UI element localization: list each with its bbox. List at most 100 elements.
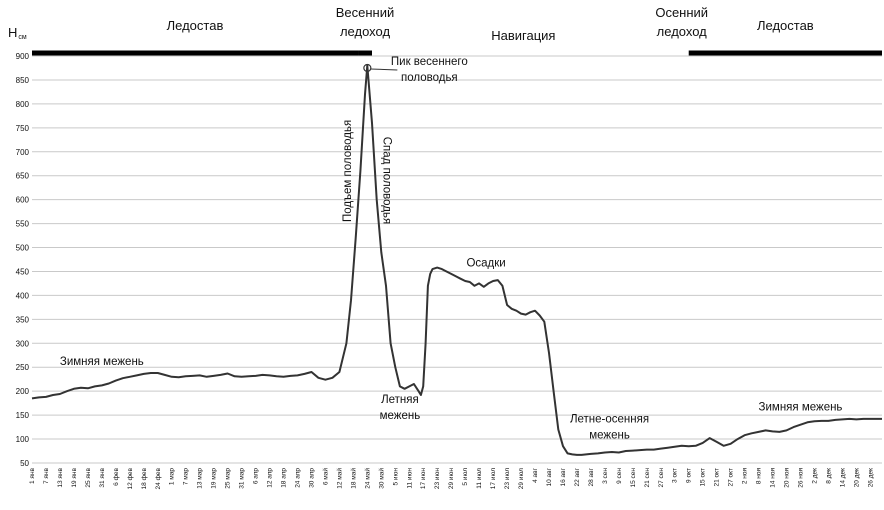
annotation-vertical: Спад половодья <box>381 137 393 225</box>
x-tick-label: 12 фев <box>127 467 134 489</box>
season-labels: Ледостав Весенний ледоход Навигация Осенний л… <box>167 5 814 43</box>
annotation: межень <box>589 429 630 441</box>
x-tick-label: 31 янв <box>99 467 106 487</box>
x-tick-label: 26 ноя <box>797 468 804 488</box>
y-tick-label-400: 400 <box>16 291 30 300</box>
peak-leader <box>370 68 398 71</box>
x-tick-label: 18 май <box>349 468 357 489</box>
season-label: ледоход <box>340 24 390 39</box>
x-tick-label: 25 янв <box>85 467 92 487</box>
x-tick-label: 20 ноя <box>784 468 791 488</box>
annotation-vertical: Подъем половодья <box>342 120 354 222</box>
peak-marker <box>363 63 372 73</box>
x-tick-label: 23 июн <box>434 468 441 490</box>
annotation: межень <box>380 410 421 422</box>
y-tick-label-500: 500 <box>16 244 30 253</box>
annotation: половодья <box>401 72 458 84</box>
x-tick-label: 21 окт <box>714 468 721 487</box>
x-tick-label: 14 дек <box>839 468 846 487</box>
x-tick-label: 26 дек <box>867 468 874 487</box>
x-tick-label: 3 сен <box>602 468 609 484</box>
y-tick-label-650: 650 <box>16 172 30 181</box>
x-tick-label: 13 мар <box>197 468 204 489</box>
y-tick-label-250: 250 <box>16 363 30 372</box>
y-tick-label-600: 600 <box>16 196 30 205</box>
x-tick-label: 19 янв <box>71 467 78 487</box>
y-tick-label-550: 550 <box>16 220 30 229</box>
season-label: Навигация <box>491 28 555 43</box>
y-tick-label-900: 900 <box>16 52 30 61</box>
x-tick-label: 24 фев <box>155 467 162 489</box>
x-tick-label: 23 июл <box>504 468 511 489</box>
x-tick-label: 25 мар <box>225 468 232 489</box>
x-tick-label: 28 авг <box>588 467 595 486</box>
y-tick-label-750: 750 <box>16 124 30 133</box>
x-tick-label: 31 мар <box>239 468 246 489</box>
annotation: Зимняя межень <box>759 401 843 413</box>
x-tick-label: 14 ноя <box>770 468 777 488</box>
x-tick-label: 5 июл <box>462 468 469 486</box>
x-tick-label: 21 сен <box>644 468 651 488</box>
x-tick-label: 8 дек <box>825 468 832 484</box>
x-tick-label: 30 май <box>377 468 385 489</box>
x-tick-label: 10 авг <box>546 467 553 486</box>
annotation: Пик весеннего <box>391 56 468 68</box>
x-tick-label: 5 июн <box>392 468 399 486</box>
y-tick-label-300: 300 <box>16 339 30 348</box>
x-tick-label: 15 окт <box>700 468 707 487</box>
y-tick-label-700: 700 <box>16 148 30 157</box>
season-label: Осенний <box>655 5 708 20</box>
x-tick-label: 9 окт <box>686 468 693 483</box>
x-tick-label: 16 авг <box>560 467 567 486</box>
x-tick-label: 30 апр <box>308 468 315 488</box>
x-tick-label: 24 май <box>363 468 371 489</box>
y-tick-label-800: 800 <box>16 100 30 109</box>
x-tick-label: 7 янв <box>43 467 50 484</box>
x-tick-label: 12 май <box>335 468 343 489</box>
x-tick-label: 12 апр <box>267 468 274 488</box>
x-tick-label: 20 дек <box>853 468 860 487</box>
y-tick-label-850: 850 <box>16 76 30 85</box>
water-level-line <box>31 64 882 456</box>
axis-layer: Hсм 50 100 150 200 250 300 350 400 450 500 550 600 6… <box>8 25 874 489</box>
season-label: Ледостав <box>167 18 224 33</box>
x-tick-label: 1 мар <box>169 468 176 486</box>
grid-layer <box>32 55 882 464</box>
annotations-layer: Пик весеннего половодья Подъем половодья Сп… <box>60 56 843 441</box>
x-tick-label: 18 фев <box>141 467 148 489</box>
x-tick-label: 27 окт <box>728 468 735 487</box>
x-tick-label: 4 авг <box>532 467 539 482</box>
x-tick-label: 29 июл <box>518 468 525 489</box>
series-layer <box>31 64 882 456</box>
annotation: Летне-осенняя <box>570 413 649 425</box>
x-tick-label: 13 янв <box>57 467 64 487</box>
x-tick-label: 19 мар <box>211 468 218 489</box>
season-label: Ледостав <box>757 18 814 33</box>
annotation: Осадки <box>466 258 505 270</box>
annotation: Летняя <box>381 394 419 406</box>
y-axis-label: Hсм <box>8 25 27 41</box>
x-tick-label: 17 июл <box>490 468 497 489</box>
x-tick-label: 8 ноя <box>756 468 763 485</box>
x-tick-label: 6 май <box>321 468 329 486</box>
x-tick-label: 18 апр <box>281 468 288 488</box>
y-tick-label-200: 200 <box>16 387 30 396</box>
season-label: ледоход <box>657 24 707 39</box>
x-tick-label: 6 фев <box>113 467 120 485</box>
y-tick-label-50: 50 <box>20 459 29 468</box>
x-tick-label: 15 сен <box>630 468 637 488</box>
y-tick-label-450: 450 <box>16 267 30 276</box>
x-tick-label: 6 апр <box>253 468 260 485</box>
season-label: Весенний <box>336 5 395 20</box>
x-tick-label: 17 июн <box>420 468 427 490</box>
annotation: Зимняя межень <box>60 356 144 368</box>
x-tick-label: 22 авг <box>574 467 581 486</box>
y-tick-label-150: 150 <box>16 411 30 420</box>
y-tick-label-100: 100 <box>16 435 30 444</box>
x-tick-label: 11 июн <box>406 468 413 489</box>
x-tick-label: 7 мар <box>183 468 190 486</box>
x-tick-label: 9 сен <box>616 468 623 484</box>
x-tick-label: 2 дек <box>811 468 818 484</box>
